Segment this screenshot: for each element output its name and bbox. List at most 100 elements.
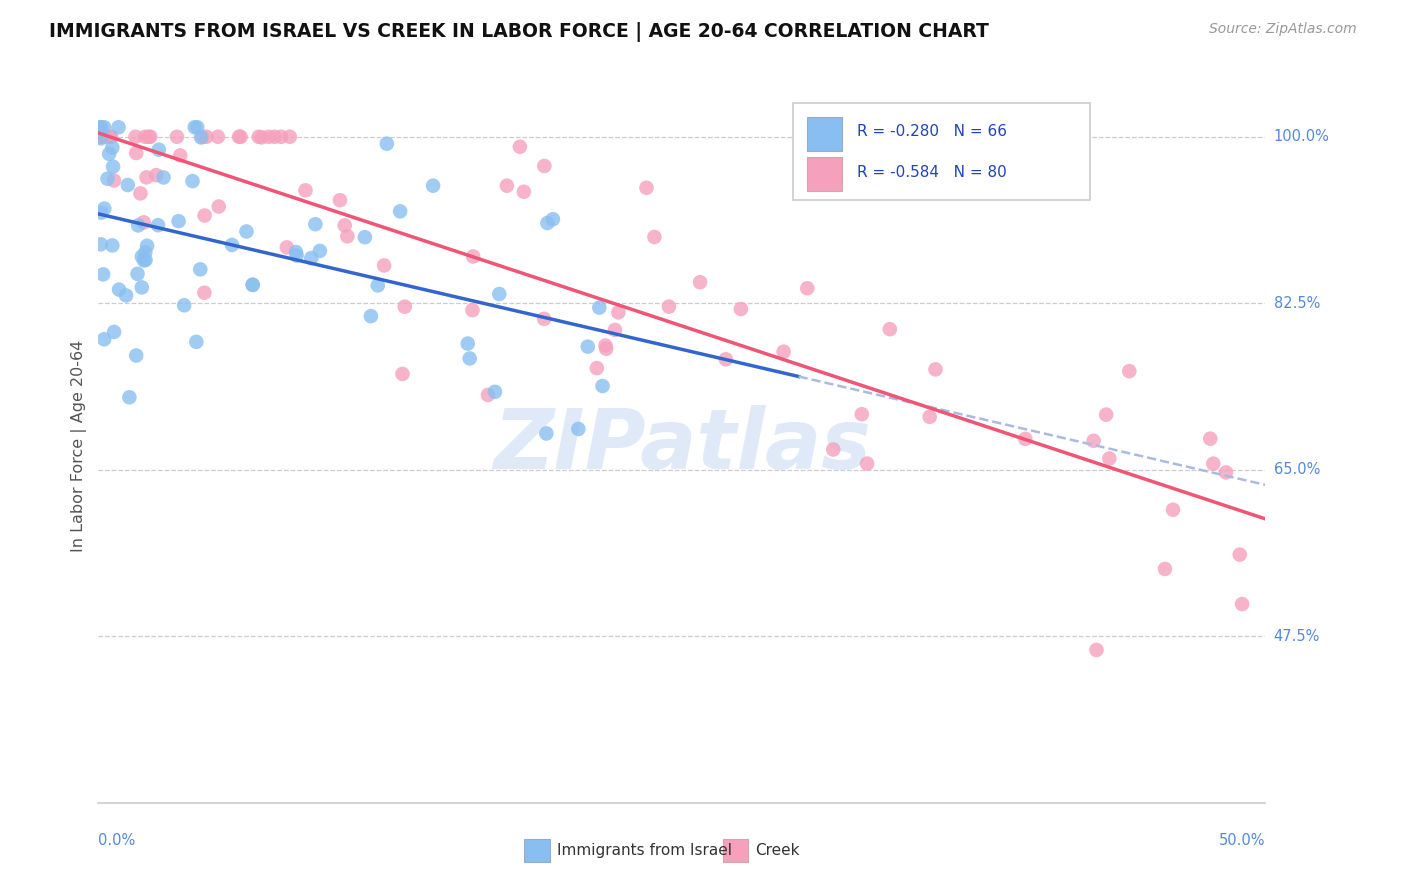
Point: [373, 259, 395, 273]
FancyBboxPatch shape: [793, 103, 1091, 200]
FancyBboxPatch shape: [807, 157, 842, 191]
Point: [91, 129, 114, 144]
Point: [513, 185, 536, 199]
Point: [367, 278, 389, 293]
Point: [458, 351, 481, 366]
Point: [772, 344, 794, 359]
Point: [135, 170, 157, 185]
Text: 0.0%: 0.0%: [98, 833, 135, 848]
Point: [127, 219, 149, 233]
Point: [193, 285, 215, 300]
Point: [101, 140, 124, 154]
Point: [127, 267, 149, 281]
Point: [91, 268, 114, 282]
Point: [389, 204, 412, 219]
Point: [257, 129, 280, 144]
Text: Creek: Creek: [755, 843, 800, 858]
Point: [146, 218, 169, 232]
Point: [567, 422, 589, 436]
Point: [1095, 408, 1118, 422]
Point: [714, 352, 737, 367]
Point: [856, 457, 879, 471]
Point: [689, 275, 711, 289]
Y-axis label: In Labor Force | Age 20-64: In Labor Force | Age 20-64: [72, 340, 87, 552]
Text: 50.0%: 50.0%: [1219, 833, 1265, 848]
Point: [115, 288, 138, 302]
Point: [135, 252, 157, 267]
Point: [278, 129, 301, 144]
Point: [541, 212, 564, 227]
Point: [118, 390, 141, 404]
Point: [132, 215, 155, 229]
Point: [607, 305, 630, 319]
Point: [117, 178, 139, 192]
Text: 47.5%: 47.5%: [1274, 629, 1320, 644]
Point: [139, 129, 162, 144]
Point: [107, 120, 129, 135]
Point: [333, 219, 356, 233]
Point: [576, 340, 599, 354]
Point: [96, 171, 118, 186]
Point: [394, 300, 416, 314]
Point: [391, 367, 413, 381]
Point: [93, 332, 115, 346]
Point: [125, 146, 148, 161]
Point: [134, 245, 156, 260]
Text: 100.0%: 100.0%: [1274, 129, 1330, 145]
Point: [586, 361, 609, 376]
Point: [101, 160, 124, 174]
FancyBboxPatch shape: [807, 117, 842, 152]
Point: [183, 120, 205, 135]
Point: [276, 240, 298, 254]
Point: [242, 277, 264, 292]
Point: [536, 426, 558, 441]
Point: [98, 129, 121, 144]
Point: [1199, 432, 1222, 446]
Point: [98, 147, 121, 161]
Point: [509, 140, 531, 154]
Point: [247, 129, 270, 144]
Point: [1085, 643, 1108, 657]
Point: [457, 336, 479, 351]
Point: [90, 129, 112, 144]
Text: IMMIGRANTS FROM ISRAEL VS CREEK IN LABOR FORCE | AGE 20-64 CORRELATION CHART: IMMIGRANTS FROM ISRAEL VS CREEK IN LABOR…: [49, 22, 988, 42]
Point: [484, 384, 506, 399]
Point: [658, 300, 681, 314]
Point: [285, 248, 308, 262]
Point: [1083, 434, 1105, 448]
Point: [188, 262, 211, 277]
Point: [643, 230, 665, 244]
Point: [228, 129, 250, 144]
Point: [533, 311, 555, 326]
Point: [823, 442, 845, 457]
Point: [461, 303, 484, 318]
Point: [186, 334, 208, 349]
Point: [250, 130, 273, 145]
Point: [588, 301, 610, 315]
Point: [636, 181, 658, 195]
Point: [730, 301, 752, 316]
Point: [195, 129, 218, 144]
Point: [181, 174, 204, 188]
Text: ZIPatlas: ZIPatlas: [494, 406, 870, 486]
Point: [1229, 548, 1251, 562]
Point: [221, 238, 243, 252]
Point: [108, 283, 131, 297]
FancyBboxPatch shape: [524, 839, 550, 862]
Point: [166, 129, 188, 144]
Point: [536, 216, 558, 230]
Point: [1230, 597, 1253, 611]
Point: [173, 298, 195, 312]
Point: [125, 349, 148, 363]
Text: Immigrants from Israel: Immigrants from Israel: [557, 843, 733, 858]
Point: [242, 277, 264, 292]
Point: [131, 280, 153, 294]
Point: [294, 183, 316, 197]
Point: [93, 202, 115, 216]
Point: [1215, 466, 1237, 480]
Point: [284, 245, 307, 260]
Point: [101, 238, 124, 252]
Text: 82.5%: 82.5%: [1274, 296, 1320, 310]
Point: [309, 244, 332, 258]
FancyBboxPatch shape: [723, 839, 748, 862]
